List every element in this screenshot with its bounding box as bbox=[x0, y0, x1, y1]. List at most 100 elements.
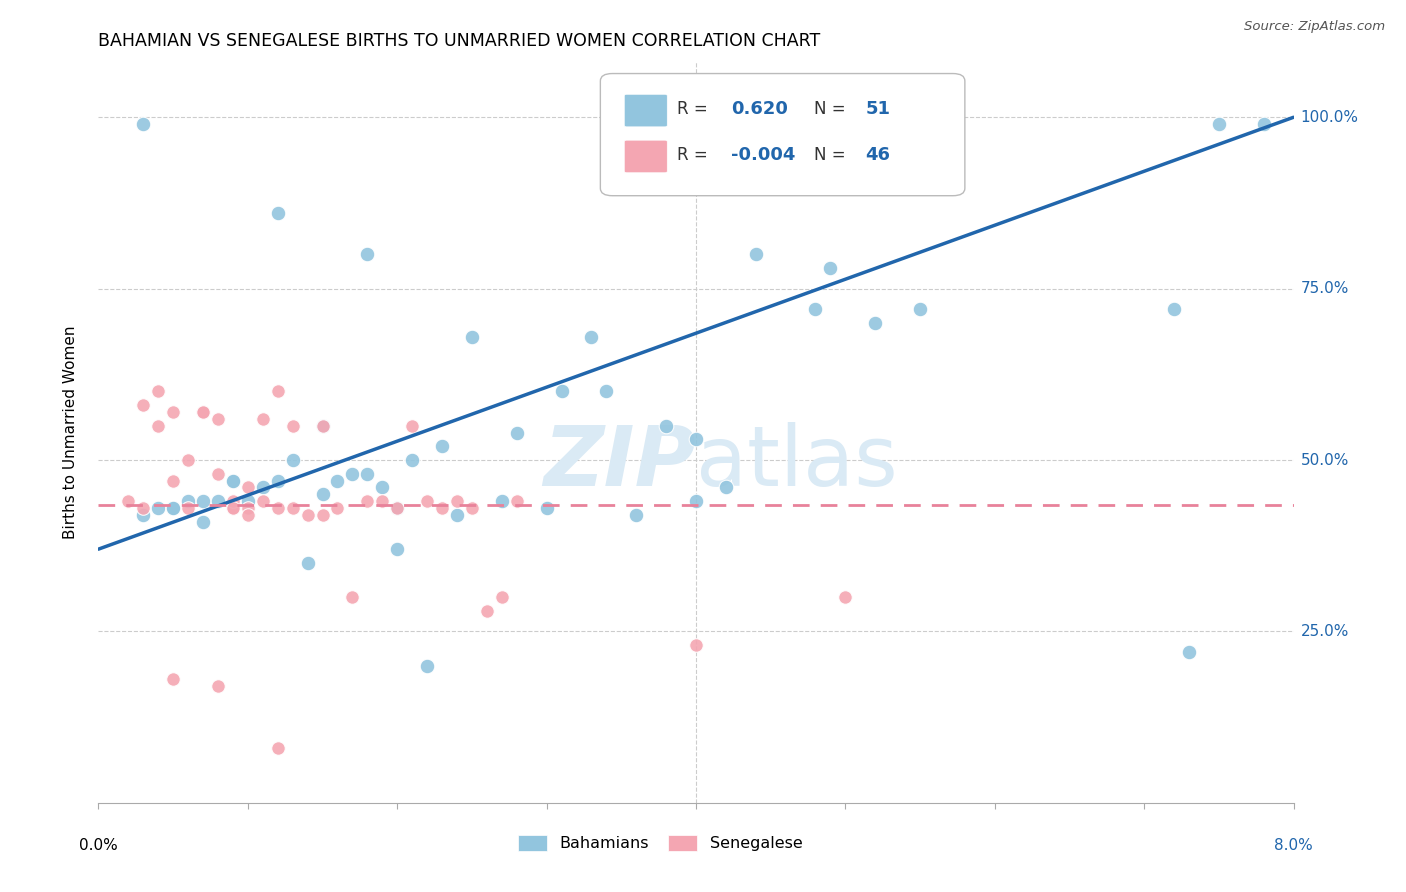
Point bbox=[236, 494, 259, 508]
Point bbox=[430, 439, 453, 453]
FancyBboxPatch shape bbox=[624, 140, 668, 173]
Point bbox=[267, 501, 290, 516]
Point bbox=[297, 556, 319, 570]
Point bbox=[1208, 117, 1230, 131]
Point bbox=[685, 433, 707, 447]
Point bbox=[908, 302, 931, 317]
FancyBboxPatch shape bbox=[600, 73, 965, 195]
Point bbox=[117, 494, 139, 508]
Text: R =: R = bbox=[676, 146, 707, 164]
Point bbox=[132, 501, 155, 516]
Point bbox=[342, 590, 364, 604]
Point bbox=[207, 412, 229, 426]
Point bbox=[804, 302, 827, 317]
Point bbox=[356, 494, 378, 508]
Text: 75.0%: 75.0% bbox=[1301, 281, 1348, 296]
Point bbox=[207, 494, 229, 508]
Text: ZIP: ZIP bbox=[543, 422, 696, 503]
Point bbox=[834, 590, 856, 604]
Point bbox=[1178, 645, 1201, 659]
Point bbox=[132, 117, 155, 131]
Point bbox=[162, 501, 184, 516]
Point bbox=[267, 741, 290, 756]
Text: BAHAMIAN VS SENEGALESE BIRTHS TO UNMARRIED WOMEN CORRELATION CHART: BAHAMIAN VS SENEGALESE BIRTHS TO UNMARRI… bbox=[98, 32, 821, 50]
Point bbox=[222, 501, 245, 516]
Text: 51: 51 bbox=[866, 100, 890, 118]
Point bbox=[506, 494, 529, 508]
Point bbox=[1163, 302, 1185, 317]
Point bbox=[385, 542, 409, 557]
Point bbox=[326, 501, 349, 516]
Point bbox=[148, 384, 170, 399]
Point bbox=[416, 658, 439, 673]
Text: 100.0%: 100.0% bbox=[1301, 110, 1358, 125]
Point bbox=[491, 494, 513, 508]
Point bbox=[326, 474, 349, 488]
Point bbox=[820, 261, 842, 276]
Point bbox=[865, 316, 887, 330]
Point bbox=[461, 329, 484, 343]
Legend: Bahamians, Senegalese: Bahamians, Senegalese bbox=[512, 829, 808, 858]
Point bbox=[446, 494, 468, 508]
Text: R =: R = bbox=[676, 100, 707, 118]
Point bbox=[191, 405, 214, 419]
Point bbox=[356, 247, 378, 261]
Point bbox=[595, 384, 617, 399]
Point bbox=[446, 508, 468, 522]
Point bbox=[191, 405, 214, 419]
Point bbox=[162, 501, 184, 516]
Point bbox=[132, 398, 155, 412]
Point bbox=[177, 453, 200, 467]
Point bbox=[281, 453, 304, 467]
Point bbox=[311, 418, 333, 433]
Point bbox=[236, 480, 259, 494]
Point bbox=[191, 494, 214, 508]
Point bbox=[177, 494, 200, 508]
Point bbox=[626, 508, 648, 522]
Point bbox=[207, 679, 229, 693]
Point bbox=[132, 508, 155, 522]
Point bbox=[236, 508, 259, 522]
Text: N =: N = bbox=[814, 100, 846, 118]
Text: Source: ZipAtlas.com: Source: ZipAtlas.com bbox=[1244, 20, 1385, 33]
Text: 0.0%: 0.0% bbox=[79, 838, 118, 853]
Point bbox=[491, 590, 513, 604]
Point bbox=[177, 501, 200, 516]
Point bbox=[506, 425, 529, 440]
Point bbox=[267, 384, 290, 399]
Point bbox=[148, 418, 170, 433]
Point bbox=[461, 501, 484, 516]
Point bbox=[371, 480, 394, 494]
Point bbox=[311, 487, 333, 501]
Point bbox=[685, 494, 707, 508]
Point bbox=[581, 329, 603, 343]
Point bbox=[267, 474, 290, 488]
Point bbox=[1253, 117, 1275, 131]
Text: -0.004: -0.004 bbox=[731, 146, 794, 164]
Point bbox=[311, 418, 333, 433]
Point bbox=[222, 501, 245, 516]
Point bbox=[550, 384, 572, 399]
Point bbox=[536, 501, 558, 516]
Text: N =: N = bbox=[814, 146, 846, 164]
Point bbox=[207, 467, 229, 481]
Point bbox=[356, 467, 378, 481]
Point bbox=[222, 494, 245, 508]
Point bbox=[222, 474, 245, 488]
Point bbox=[430, 501, 453, 516]
Point bbox=[416, 494, 439, 508]
Point bbox=[267, 206, 290, 220]
Point bbox=[236, 501, 259, 516]
Point bbox=[162, 405, 184, 419]
Text: atlas: atlas bbox=[696, 422, 897, 503]
FancyBboxPatch shape bbox=[624, 95, 668, 127]
Point bbox=[311, 508, 333, 522]
Y-axis label: Births to Unmarried Women: Births to Unmarried Women bbox=[63, 326, 77, 540]
Text: 50.0%: 50.0% bbox=[1301, 452, 1348, 467]
Text: 25.0%: 25.0% bbox=[1301, 624, 1348, 639]
Point bbox=[222, 474, 245, 488]
Point bbox=[252, 412, 274, 426]
Text: 8.0%: 8.0% bbox=[1274, 838, 1313, 853]
Point bbox=[685, 638, 707, 652]
Point bbox=[281, 418, 304, 433]
